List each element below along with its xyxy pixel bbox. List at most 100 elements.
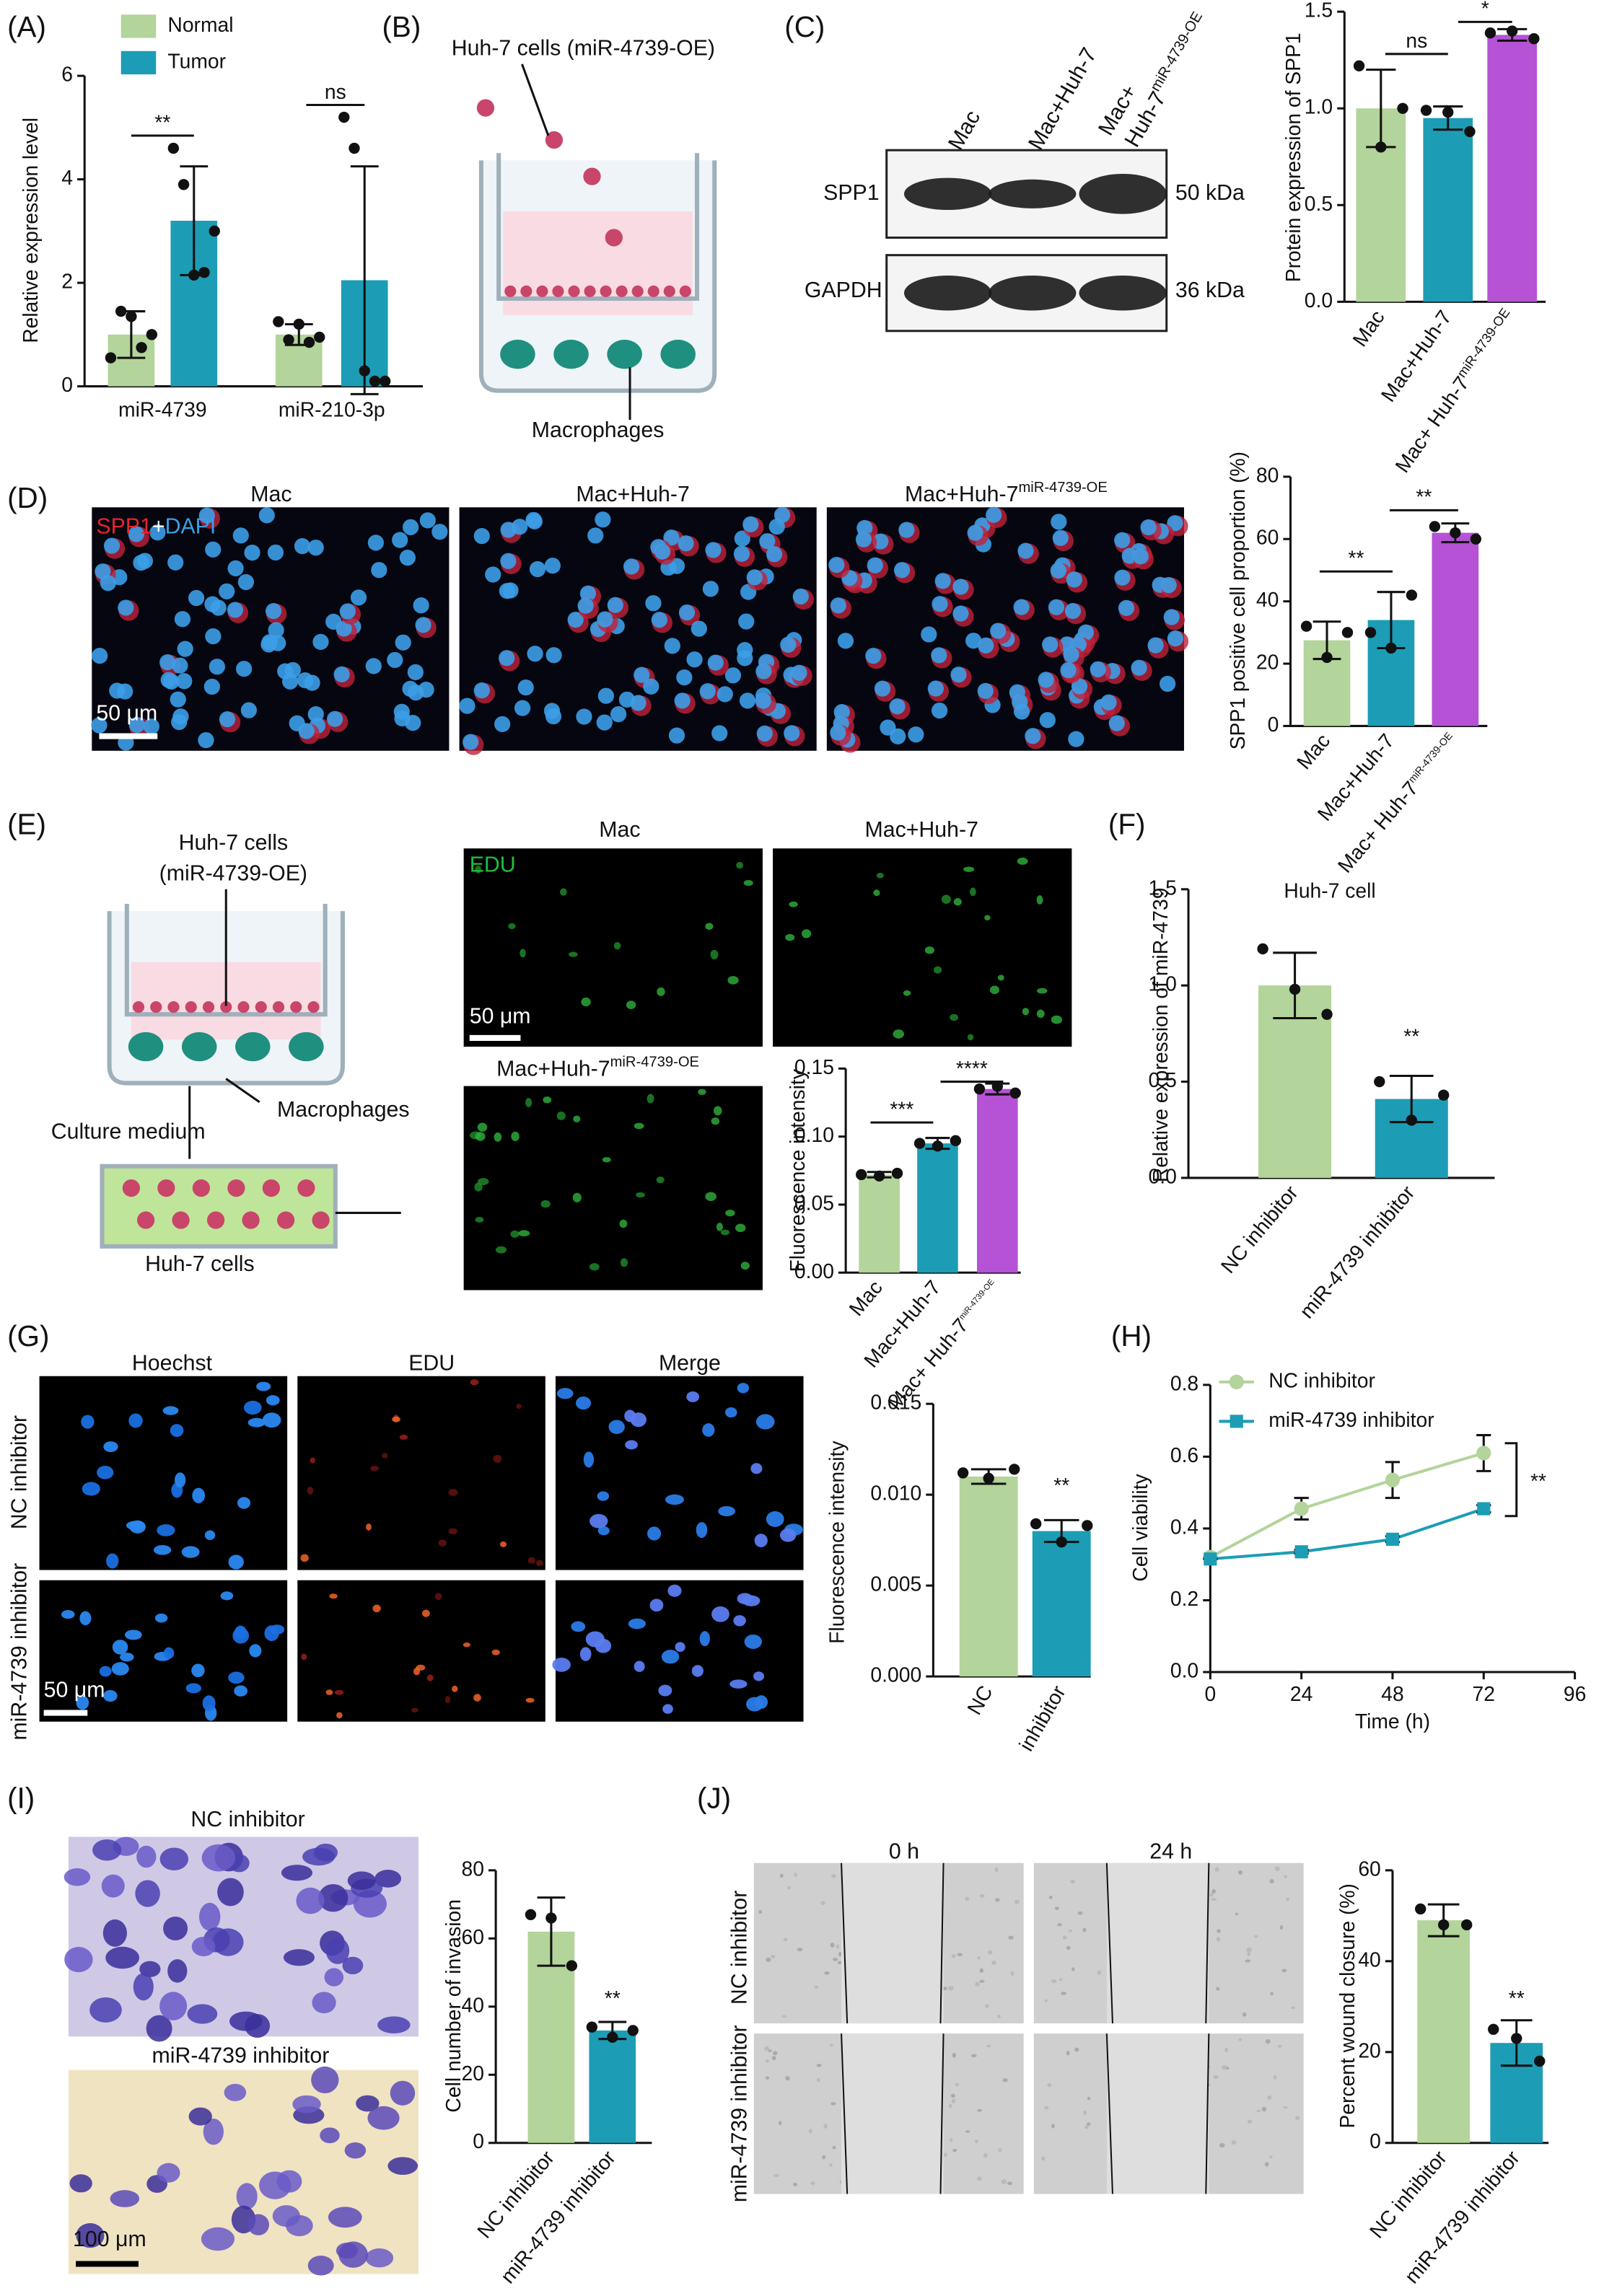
- wound: [1106, 1862, 1209, 2024]
- cell: [220, 1591, 234, 1601]
- cell: [413, 597, 429, 614]
- cell: [232, 1627, 250, 1644]
- cell: [756, 725, 773, 742]
- cell: [128, 1413, 143, 1428]
- drawings: [39, 63, 1304, 2276]
- size-label: 50 kDa: [1175, 181, 1245, 205]
- marker: [1294, 1545, 1308, 1559]
- x-tick-label: inhibitor: [1014, 1681, 1070, 1755]
- cell: [1237, 1870, 1243, 1875]
- data-point: [198, 267, 210, 278]
- cell: [955, 2082, 959, 2087]
- cell: [426, 1674, 434, 1681]
- cell: [494, 716, 511, 733]
- cell: [932, 596, 948, 612]
- panel-label: (G): [7, 1319, 49, 1352]
- cell: [994, 1867, 999, 1873]
- cell: [699, 1631, 710, 1647]
- tumor-cell: [290, 1000, 302, 1013]
- data-point: [891, 1167, 903, 1179]
- cell: [374, 1870, 402, 1888]
- cell: [1061, 1992, 1066, 1995]
- cell: [832, 2145, 836, 2150]
- cell: [408, 684, 424, 701]
- cell: [236, 2183, 258, 2210]
- cell: [1048, 599, 1065, 615]
- cell: [1277, 2044, 1282, 2048]
- cell: [203, 678, 220, 695]
- tumor-cell: [192, 1179, 211, 1197]
- cell: [512, 519, 528, 535]
- cell: [950, 667, 967, 683]
- band: [903, 275, 992, 311]
- cell: [517, 679, 534, 696]
- series-line: [1210, 1507, 1484, 1561]
- cell: [822, 2155, 826, 2160]
- cell: [411, 1707, 418, 1713]
- cell: [405, 715, 421, 731]
- cell: [544, 558, 561, 574]
- cell: [1261, 2106, 1267, 2112]
- cell: [525, 1697, 535, 1703]
- cell: [737, 1593, 753, 1604]
- cell: [678, 535, 694, 552]
- cell: [576, 708, 592, 725]
- cell: [366, 1523, 372, 1531]
- cell: [985, 2004, 989, 2008]
- cell: [106, 1553, 119, 1569]
- data-point: [209, 225, 220, 237]
- cell: [686, 1391, 700, 1402]
- cell: [307, 540, 324, 556]
- legend-label: Tumor: [167, 49, 226, 72]
- x-tick-label: Mac+ Huh-7miR-4739-OE: [1390, 305, 1520, 477]
- cell: [759, 533, 776, 550]
- y-tick-label: 0: [473, 2129, 484, 2152]
- cell: [1295, 2116, 1300, 2120]
- band: [1079, 174, 1167, 214]
- cell: [219, 711, 236, 728]
- y-tick-label: 2: [61, 270, 73, 293]
- cell: [634, 1661, 645, 1672]
- x-tick-superscript: miR-4739-OE: [1454, 305, 1513, 380]
- cell: [978, 637, 994, 654]
- cell: [876, 872, 884, 879]
- cell: [934, 573, 951, 589]
- cell: [1039, 712, 1056, 729]
- cell: [475, 1217, 484, 1223]
- cell: [1047, 2083, 1052, 2088]
- y-tick-label: 40: [1358, 1948, 1380, 1971]
- cell: [82, 1482, 100, 1496]
- cell: [159, 1992, 188, 2020]
- cell: [516, 1404, 522, 1409]
- image-title: miR-4739 inhibitor: [152, 2044, 330, 2068]
- x-axis-label: Time (h): [1355, 1710, 1430, 1733]
- cell: [249, 1644, 262, 1658]
- x-tick-label: Mac: [1348, 306, 1389, 351]
- cell: [407, 664, 424, 680]
- cell: [597, 611, 613, 628]
- cell: [499, 583, 515, 599]
- tumor-cell: [206, 1211, 225, 1229]
- cell: [718, 1505, 735, 1517]
- y-tick-label: 0.000: [870, 1663, 921, 1686]
- cell: [572, 1192, 582, 1202]
- cell: [262, 1412, 281, 1428]
- cell: [607, 597, 623, 613]
- cell: [1036, 1009, 1045, 1019]
- cell: [898, 522, 915, 538]
- cell: [1286, 1897, 1289, 1901]
- significance-label: **: [1053, 1474, 1069, 1497]
- cell: [227, 602, 244, 618]
- column-label: EDU: [408, 1352, 455, 1376]
- cell: [395, 634, 411, 651]
- cell: [294, 538, 311, 555]
- data-point: [115, 305, 127, 317]
- cell: [984, 915, 991, 921]
- protein-label: SPP1: [823, 181, 879, 205]
- cell: [545, 708, 562, 725]
- tumor-cell: [150, 1000, 162, 1013]
- cell: [133, 554, 149, 571]
- y-tick-label: 0.6: [1170, 1443, 1198, 1466]
- cell: [545, 647, 562, 664]
- tumor-cell: [520, 285, 533, 297]
